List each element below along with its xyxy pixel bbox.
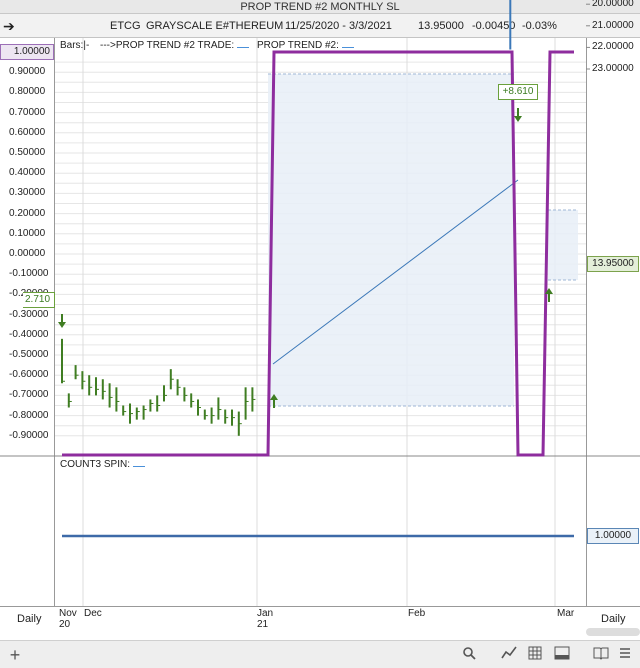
left-axis-tick: -0.60000	[9, 369, 49, 381]
left-axis-tick: -0.50000	[9, 349, 49, 360]
prop-trend-line	[62, 50, 574, 457]
left-axis-tick: 0.90000	[9, 66, 46, 78]
bars-legend: Bars:|-	[60, 40, 89, 51]
trade-zone	[268, 74, 514, 406]
right-axis-tick: 21.00000	[592, 19, 634, 31]
symbol: ETCG	[110, 20, 141, 32]
left-axis-tick: 0.70000	[9, 106, 46, 118]
bottom-toolbar: +	[0, 640, 640, 668]
sell-arrow	[514, 116, 522, 122]
left-axis-tick: 0.60000	[9, 126, 46, 138]
left-axis-tick: -0.10000	[9, 268, 49, 280]
trade-zone-2	[548, 210, 578, 280]
left-axis-tick: 0.30000	[9, 187, 46, 199]
book-icon[interactable]	[590, 645, 612, 665]
net-change: -0.00450	[472, 20, 516, 32]
line-chart-icon[interactable]	[498, 645, 520, 665]
x-label-nov-year: 20	[59, 619, 71, 630]
period-selector-right[interactable]: Daily	[601, 613, 626, 625]
date-range: 11/25/2020 - 3/3/2021	[285, 20, 392, 32]
layout-icon[interactable]	[551, 645, 573, 665]
trade-legend: --->PROP TREND #2 TRADE:	[100, 40, 249, 51]
count-legend-swatch	[132, 459, 145, 467]
symbol-name: GRAYSCALE E#THEREUM	[146, 20, 284, 32]
left-axis-tick: 0.10000	[9, 227, 46, 239]
left-axis-tick: 0.00000	[9, 248, 46, 259]
x-label-jan-year: 21	[257, 619, 269, 630]
window-title: PROP TREND #2 MONTHLY SL	[0, 0, 640, 14]
navigate-arrow-icon[interactable]: ➔	[3, 18, 15, 34]
left-axis-tick: 0.80000	[9, 86, 46, 98]
left-axis-tick: -0.70000	[9, 389, 49, 401]
x-label-dec: Dec	[84, 608, 102, 619]
left-axis-tick: -0.40000	[9, 328, 49, 340]
trade-line	[272, 179, 519, 365]
left-axis	[0, 38, 55, 606]
symbol-info-bar: ➔ ETCG GRAYSCALE E#THEREUM 11/25/2020 - …	[0, 14, 640, 38]
last-price-tag: 13.95000	[587, 256, 639, 272]
x-label-mar: Mar	[557, 608, 575, 619]
right-axis-tick: 20.00000	[592, 0, 634, 10]
buy-arrow	[545, 288, 553, 294]
list-icon[interactable]	[614, 645, 636, 665]
count-legend: COUNT3 SPIN:	[60, 459, 145, 470]
horizontal-scrollbar[interactable]	[586, 628, 640, 636]
zoom-icon[interactable]	[458, 645, 480, 665]
right-axis-tick: 23.00000	[592, 63, 634, 74]
x-label-jan: Jan	[257, 608, 274, 619]
trend-legend: PROP TREND #2:	[257, 40, 354, 51]
period-selector-left[interactable]: Daily	[17, 613, 42, 625]
x-label-nov: Nov	[59, 608, 77, 619]
pct-change: -0.03%	[522, 20, 557, 32]
time-axis: Daily Daily Nov 20 Dec Jan 21 Feb Mar	[0, 606, 640, 630]
trade-legend-swatch	[236, 40, 249, 48]
left-axis-tick: 0.20000	[9, 207, 46, 219]
buy-arrow	[270, 394, 278, 400]
sell-arrow	[58, 322, 66, 328]
x-label-feb: Feb	[408, 608, 426, 619]
trend-legend-swatch	[341, 40, 354, 48]
left-axis-tick: 0.50000	[9, 147, 46, 158]
count-legend-label: COUNT3 SPIN:	[60, 459, 131, 470]
left-axis-selected-value: 1.00000	[0, 44, 54, 60]
trade-legend-label: --->PROP TREND #2 TRADE:	[100, 40, 235, 51]
trend-legend-label: PROP TREND #2:	[257, 40, 339, 51]
grid-icon[interactable]	[524, 645, 546, 665]
left-axis-tick: 0.40000	[9, 167, 46, 179]
trade-profit-label-left: 2.710	[23, 292, 55, 308]
last-price: 13.95000	[418, 20, 464, 32]
right-axis-tick: 22.00000	[592, 41, 634, 53]
left-axis-tick: -0.80000	[9, 409, 49, 421]
bars-legend-label: Bars:|-	[60, 40, 90, 51]
count-value-tag: 1.00000	[587, 528, 639, 544]
add-icon[interactable]: +	[9, 645, 21, 665]
left-axis-tick: -0.90000	[9, 429, 49, 441]
right-axis	[586, 38, 640, 606]
trade-profit-label: +8.610	[498, 84, 538, 100]
left-axis-tick: -0.30000	[9, 308, 49, 320]
